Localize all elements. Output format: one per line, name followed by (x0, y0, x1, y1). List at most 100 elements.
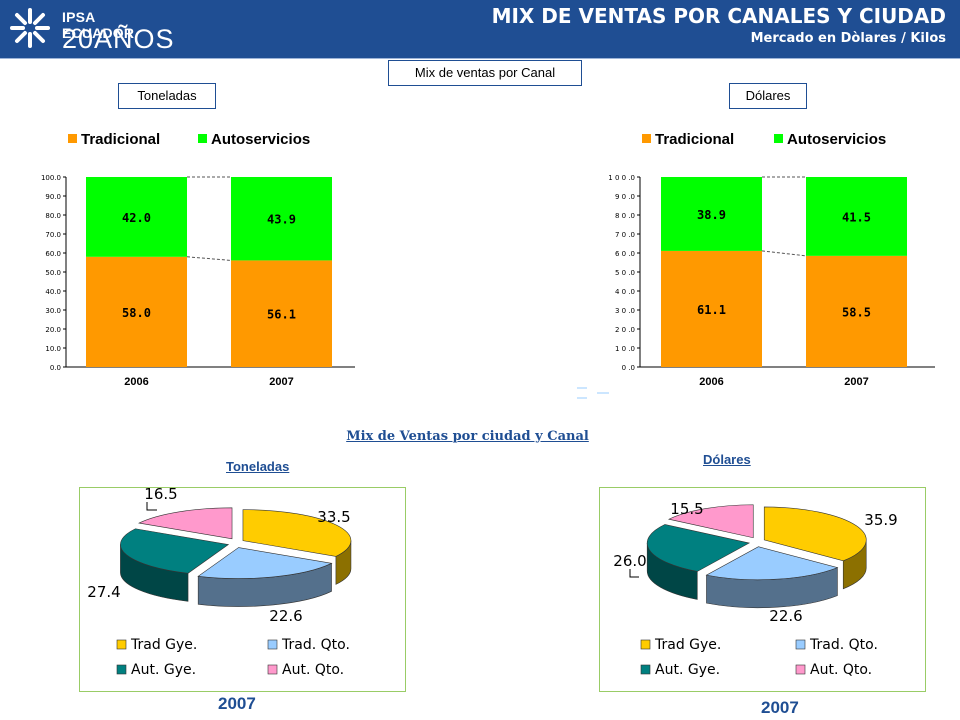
pie-legend-swatch-2 (116, 664, 127, 675)
legend-label-1: Autoservicios (211, 131, 310, 148)
logo: IPSA ECUADOR 20AÑOS (4, 4, 174, 54)
y-tick-label: 3 0 .0 (615, 307, 635, 315)
pie-legend-label-2: Aut. Gye. (655, 662, 720, 678)
year-label-left: 2007 (218, 694, 256, 713)
y-tick-label: 8 0 .0 (615, 212, 635, 220)
pie-slice-2 (646, 524, 751, 572)
pie-value-label: 35.9 (864, 511, 897, 529)
bar-2006-0 (86, 256, 187, 367)
data-label: 42.0 (122, 211, 151, 225)
y-tick-label: 4 0 .0 (615, 288, 635, 296)
y-tick-label: 0 .0 (622, 364, 635, 372)
pie-legend-label-3: Aut. Qto. (810, 662, 872, 678)
pie-legend-swatch-3 (267, 664, 278, 675)
bar-2007-0 (231, 260, 332, 367)
pie-legend-swatch-1 (795, 639, 806, 650)
data-label: 38.9 (697, 208, 726, 222)
dolares-box-label: Dólares (729, 83, 807, 109)
pie-slice-1 (197, 547, 333, 579)
legend-swatch-1 (198, 134, 207, 143)
y-tick-label: 2 0 .0 (615, 326, 635, 334)
logo-name: IPSA ECUADOR (62, 9, 135, 41)
y-tick-label: 9 0 .0 (615, 193, 635, 201)
pie-slice-0 (763, 506, 867, 562)
header-bar: IPSA ECUADOR 20AÑOS MIX DE VENTAS POR CA… (0, 0, 960, 59)
pie-slice-0 (242, 509, 352, 557)
mix-canal-label: Mix de ventas por Canal (388, 60, 582, 86)
page-subtitle: Mercado en Dòlares / Kilos (750, 31, 946, 46)
bar-2006-1 (661, 177, 762, 251)
pie-legend-swatch-1 (267, 639, 278, 650)
bar-2007-0 (806, 255, 907, 367)
data-label: 58.0 (122, 306, 151, 320)
bar-chart-toneladas: Tradicional Autoservicios 0.0 10.0 20.0 30.0 4… (41, 131, 355, 388)
x-tick-label: 2007 (844, 376, 868, 388)
pie-slice-2 (120, 528, 230, 574)
legend-label-0: Tradicional (81, 131, 160, 148)
logo-star-icon (10, 8, 50, 48)
data-label: 61.1 (697, 303, 726, 317)
pie-legend-swatch-0 (116, 639, 127, 650)
pie-slice-1 (705, 546, 839, 581)
y-tick-label: 1 0 0 .0 (608, 174, 635, 182)
legend-swatch-1 (774, 134, 783, 143)
y-tick-label: 80.0 (45, 212, 61, 220)
y-tick-label: 7 0 .0 (615, 231, 635, 239)
pie-value-label: 26.0 (613, 552, 646, 570)
pie-leader-line (629, 569, 639, 578)
y-tick-label: 30.0 (45, 307, 61, 315)
pie-chart-dolares: 35.9 22.6 26.0 15.5 Trad Gye. Trad. Qto. Aut. … (599, 487, 926, 692)
pie-legend-swatch-3 (795, 664, 806, 675)
pie-chart-toneladas: 33.5 22.6 27.4 16.5 Trad Gye. Trad. Qto. Aut. … (79, 485, 406, 692)
pie-dolares-label: Dólares (703, 452, 751, 467)
pie-value-label: 27.4 (87, 583, 120, 601)
pie-legend-label-1: Trad. Qto. (281, 637, 350, 653)
pie-value-label: 22.6 (269, 607, 302, 625)
pie-slice-3 (667, 504, 754, 539)
bar-2007-1 (806, 177, 907, 256)
y-tick-label: 90.0 (45, 193, 61, 201)
pie-leader-line (146, 502, 157, 511)
pie-legend-label-3: Aut. Qto. (282, 662, 344, 678)
year-label-right: 2007 (761, 698, 799, 717)
data-label: 43.9 (267, 213, 296, 227)
pie-value-label: 33.5 (317, 508, 350, 526)
data-label: 58.5 (842, 305, 871, 319)
bar-2007-1 (231, 177, 332, 261)
pie-value-label: 15.5 (670, 500, 703, 518)
y-tick-label: 40.0 (45, 288, 61, 296)
connector-line (186, 256, 232, 261)
bar-chart-dolares: Tradicional Autoservicios 1 0 0 .0 9 0 .0 8 … (608, 131, 935, 388)
y-tick-label: 50.0 (45, 269, 61, 277)
data-label: 41.5 (842, 210, 871, 224)
y-tick-label: 6 0 .0 (615, 250, 635, 258)
y-tick-label: 20.0 (45, 326, 61, 334)
pie-slice-3 (138, 507, 233, 540)
connector-line (761, 250, 807, 257)
pie-legend-label-0: Trad Gye. (130, 637, 197, 653)
x-tick-label: 2006 (699, 376, 723, 388)
toneladas-box-label: Toneladas (118, 83, 216, 109)
y-tick-label: 0.0 (50, 364, 61, 372)
pie-legend-swatch-2 (640, 664, 651, 675)
mix-ciudad-title: Mix de Ventas por ciudad y Canal (346, 429, 589, 444)
data-label: 56.1 (267, 308, 296, 322)
y-tick-label: 60.0 (45, 250, 61, 258)
page-title: MIX DE VENTAS POR CANALES Y CIUDAD (491, 4, 946, 28)
legend-label-1: Autoservicios (787, 131, 886, 148)
bar-2006-1 (86, 177, 187, 257)
x-tick-label: 2007 (269, 376, 293, 388)
x-tick-label: 2006 (124, 376, 148, 388)
pie-value-label: 22.6 (769, 607, 802, 625)
legend-swatch-0 (68, 134, 77, 143)
logo-years: 20AÑOS (62, 24, 175, 54)
pie-legend-swatch-0 (640, 639, 651, 650)
pie-legend-label-1: Trad. Qto. (809, 637, 878, 653)
pie-legend-label-0: Trad Gye. (654, 637, 721, 653)
legend-label-0: Tradicional (655, 131, 734, 148)
y-tick-label: 100.0 (41, 174, 61, 182)
legend-swatch-0 (642, 134, 651, 143)
y-tick-label: 5 0 .0 (615, 269, 635, 277)
y-tick-label: 10.0 (45, 345, 61, 353)
y-tick-label: 70.0 (45, 231, 61, 239)
